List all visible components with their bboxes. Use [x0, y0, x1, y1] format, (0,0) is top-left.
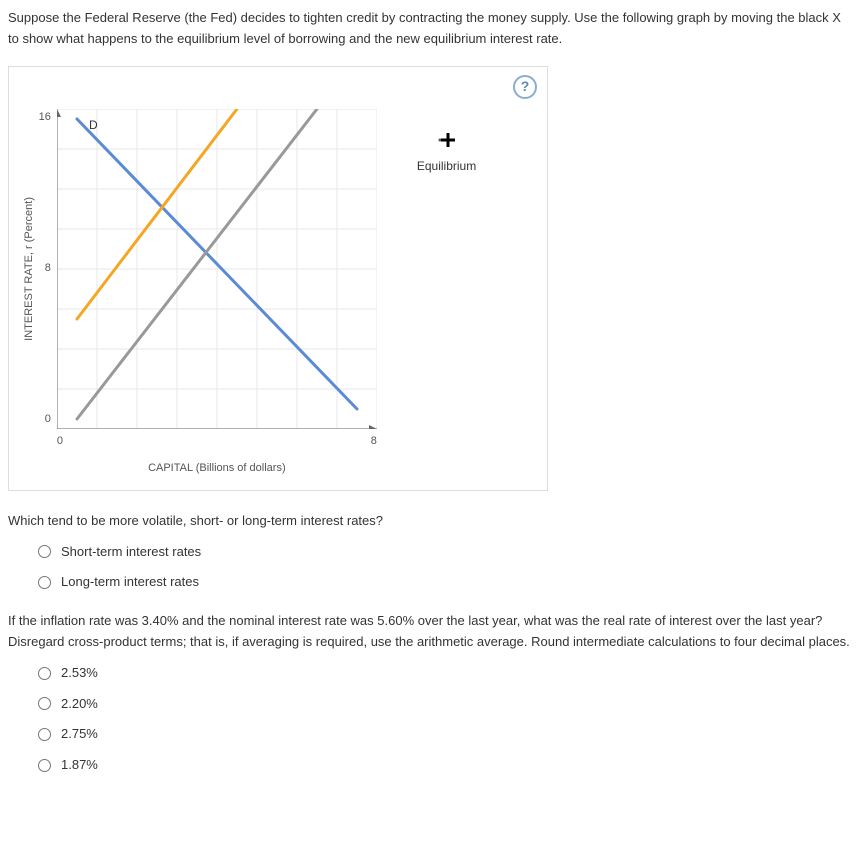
q1-option[interactable]: Long-term interest rates: [38, 572, 853, 593]
question1-prompt: Which tend to be more volatile, short- o…: [8, 511, 853, 532]
q2-option[interactable]: 2.75%: [38, 724, 853, 745]
chart-svg[interactable]: DS1S2: [57, 109, 377, 429]
q2-option-label: 2.75%: [61, 724, 98, 745]
q1-radio[interactable]: [38, 545, 51, 558]
chart-area: INTEREST RATE, r (Percent) 16 8 0 DS1S2 …: [21, 109, 535, 478]
x-tick: 0: [57, 433, 63, 451]
equilibrium-marker[interactable]: [436, 129, 458, 151]
y-tick: 16: [39, 109, 51, 127]
q1-radio[interactable]: [38, 576, 51, 589]
x-tick: 8: [371, 433, 377, 451]
q2-option-label: 2.20%: [61, 694, 98, 715]
y-axis-label: INTEREST RATE, r (Percent): [21, 197, 39, 341]
instruction-text: Suppose the Federal Reserve (the Fed) de…: [8, 8, 853, 50]
series-label-d: D: [89, 118, 98, 132]
q1-option[interactable]: Short-term interest rates: [38, 542, 853, 563]
y-tick-labels: 16 8 0: [39, 109, 57, 429]
y-tick: 0: [45, 411, 51, 429]
y-tick: 8: [45, 260, 51, 278]
q2-radio[interactable]: [38, 697, 51, 710]
q2-option[interactable]: 2.53%: [38, 663, 853, 684]
q2-option-label: 2.53%: [61, 663, 98, 684]
q2-radio[interactable]: [38, 667, 51, 680]
help-icon[interactable]: ?: [513, 75, 537, 99]
x-axis-label: CAPITAL (Billions of dollars): [57, 460, 377, 478]
question2-block: If the inflation rate was 3.40% and the …: [8, 611, 853, 776]
equilibrium-label: Equilibrium: [417, 157, 476, 176]
q2-radio[interactable]: [38, 759, 51, 772]
graph-panel: ? INTEREST RATE, r (Percent) 16 8 0 DS1S…: [8, 66, 548, 491]
q2-option[interactable]: 1.87%: [38, 755, 853, 776]
x-tick-labels: 0 8: [57, 433, 377, 451]
question1-block: Which tend to be more volatile, short- o…: [8, 511, 853, 593]
question2-prompt: If the inflation rate was 3.40% and the …: [8, 611, 853, 653]
q1-option-label: Short-term interest rates: [61, 542, 201, 563]
equilibrium-legend: Equilibrium: [417, 129, 476, 176]
q2-option[interactable]: 2.20%: [38, 694, 853, 715]
q2-radio[interactable]: [38, 728, 51, 741]
q1-option-label: Long-term interest rates: [61, 572, 199, 593]
q2-option-label: 1.87%: [61, 755, 98, 776]
